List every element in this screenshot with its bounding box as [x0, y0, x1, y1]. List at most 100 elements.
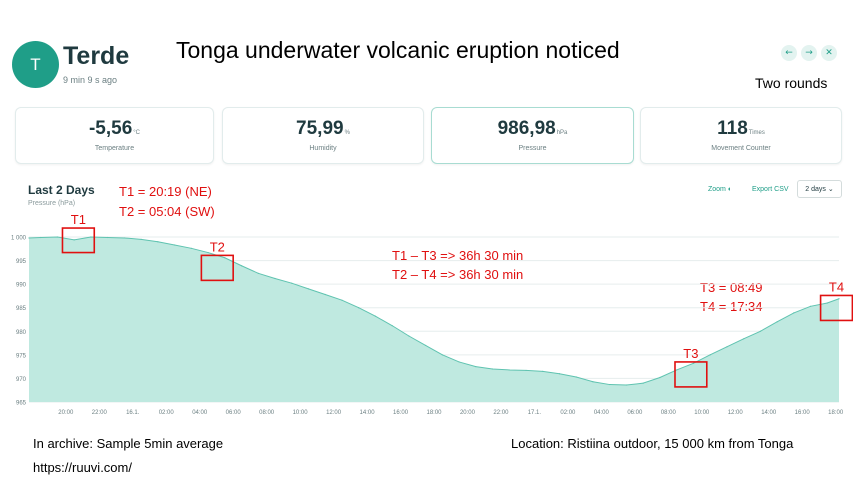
data-point	[274, 277, 276, 280]
card-label: Pressure	[518, 145, 547, 152]
highlight-box-t1	[61, 227, 96, 254]
y-tick-label: 1 000	[11, 236, 27, 242]
data-point	[542, 370, 544, 372]
data-point	[491, 368, 494, 370]
chart-subtitle: Pressure (hPa)	[28, 200, 76, 207]
y-axis: 1 000 995 990 985 980 975 970 965	[11, 236, 27, 407]
data-point	[224, 257, 226, 259]
card-pressure[interactable]: 986,98hPa Pressure	[431, 107, 634, 164]
card-unit: Times	[748, 130, 765, 136]
card-value: 986,98hPa	[497, 118, 568, 139]
data-point	[692, 362, 695, 364]
data-point	[123, 237, 125, 239]
data-point	[558, 373, 561, 375]
card-movement-counter[interactable]: 118Times Movement Counter	[640, 107, 842, 164]
data-point	[257, 272, 259, 274]
marker-label-t1: T1	[71, 212, 86, 227]
x-tick-label: 22:00	[493, 410, 509, 416]
data-point	[826, 302, 828, 304]
card-humidity[interactable]: 75,99% Humidity	[222, 107, 424, 164]
x-tick-label: 20:00	[58, 410, 74, 416]
page-title: Tonga underwater volcanic eruption notic…	[176, 37, 620, 63]
annotation-t1-def: T1 = 20:19 (NE)	[119, 184, 212, 199]
annotation-diff2: T2 – T4 => 36h 30 min	[392, 267, 524, 282]
annotation-t2-def: T2 = 05:04 (SW)	[119, 204, 215, 219]
card-unit: %	[344, 130, 350, 136]
data-point	[676, 369, 678, 371]
close-button[interactable]: ✕	[821, 45, 837, 61]
x-tick-label: 02:00	[560, 410, 576, 416]
x-tick-label: 08:00	[661, 410, 677, 416]
card-label: Humidity	[309, 145, 337, 152]
device-avatar: T	[12, 41, 59, 88]
y-tick-label: 980	[16, 330, 27, 336]
last-updated: 9 min 9 s ago	[63, 75, 118, 85]
footer-url[interactable]: https://ruuvi.com/	[33, 460, 132, 475]
data-point	[625, 384, 628, 386]
data-point	[56, 236, 59, 238]
arrow-left-icon: ←	[785, 48, 793, 58]
y-tick-label: 975	[16, 353, 27, 359]
two-rounds-note: Two rounds	[755, 75, 828, 91]
chevron-down-icon: ⌄	[827, 186, 834, 193]
data-point	[190, 247, 192, 249]
data-point	[107, 236, 109, 239]
area-fill	[29, 237, 839, 402]
data-point	[592, 381, 594, 383]
zoom-icon: ◐	[727, 186, 733, 193]
data-point	[793, 312, 795, 314]
card-temperature[interactable]: -5,56°C Temperature	[15, 107, 214, 164]
data-point	[173, 244, 176, 246]
x-tick-label: 08:00	[259, 410, 275, 416]
footer-archive: In archive: Sample 5min average	[33, 436, 224, 451]
x-tick-label: 17.1.	[528, 410, 542, 416]
export-csv-button[interactable]: Export CSV	[752, 186, 789, 193]
data-point	[441, 354, 443, 356]
data-point	[726, 346, 728, 348]
x-tick-label: 16:00	[393, 410, 409, 416]
data-point	[609, 383, 611, 386]
annotation-diff1: T1 – T3 => 36h 30 min	[392, 248, 524, 263]
data-point	[324, 293, 326, 296]
area-series	[28, 236, 840, 402]
data-point	[73, 239, 75, 241]
chart-title: Last 2 Days	[28, 183, 95, 197]
card-value: 75,99%	[296, 118, 350, 139]
range-select[interactable]: 2 days ⌄	[797, 180, 842, 198]
data-point	[809, 305, 812, 307]
marker-label-t2: T2	[210, 239, 225, 254]
x-tick-label: 04:00	[594, 410, 610, 416]
data-point	[28, 237, 30, 239]
zoom-button[interactable]: Zoom ◐	[708, 186, 733, 193]
marker-label-t4: T4	[829, 279, 844, 294]
data-point	[425, 344, 427, 347]
prev-button[interactable]: ←	[781, 45, 797, 61]
x-tick-label: 16:00	[795, 410, 811, 416]
y-tick-label: 985	[16, 306, 27, 312]
x-tick-label: 16.1.	[126, 410, 140, 416]
data-point	[374, 315, 377, 317]
annotation-t4-def: T4 = 17:34	[700, 299, 763, 314]
x-tick-label: 22:00	[92, 410, 108, 416]
data-point	[508, 369, 510, 371]
highlight-box-t4	[819, 294, 853, 322]
card-label: Temperature	[94, 145, 135, 152]
next-button[interactable]: →	[801, 45, 817, 61]
arrow-right-icon: →	[805, 48, 813, 58]
x-tick-label: 10:00	[293, 410, 309, 416]
card-unit: hPa	[556, 130, 568, 136]
x-tick-label: 12:00	[326, 410, 342, 416]
data-point	[709, 354, 711, 356]
x-tick-label: 20:00	[460, 410, 476, 416]
x-tick-label: 04:00	[192, 410, 208, 416]
area-line	[28, 236, 840, 386]
x-tick-label: 06:00	[627, 410, 643, 416]
data-point	[525, 369, 527, 372]
data-point	[40, 236, 42, 239]
card-value: -5,56°C	[88, 118, 141, 139]
x-tick-label: 10:00	[694, 410, 710, 416]
x-tick-label: 14:00	[761, 410, 777, 416]
card-value: 118Times	[717, 118, 765, 139]
data-point	[759, 330, 761, 332]
